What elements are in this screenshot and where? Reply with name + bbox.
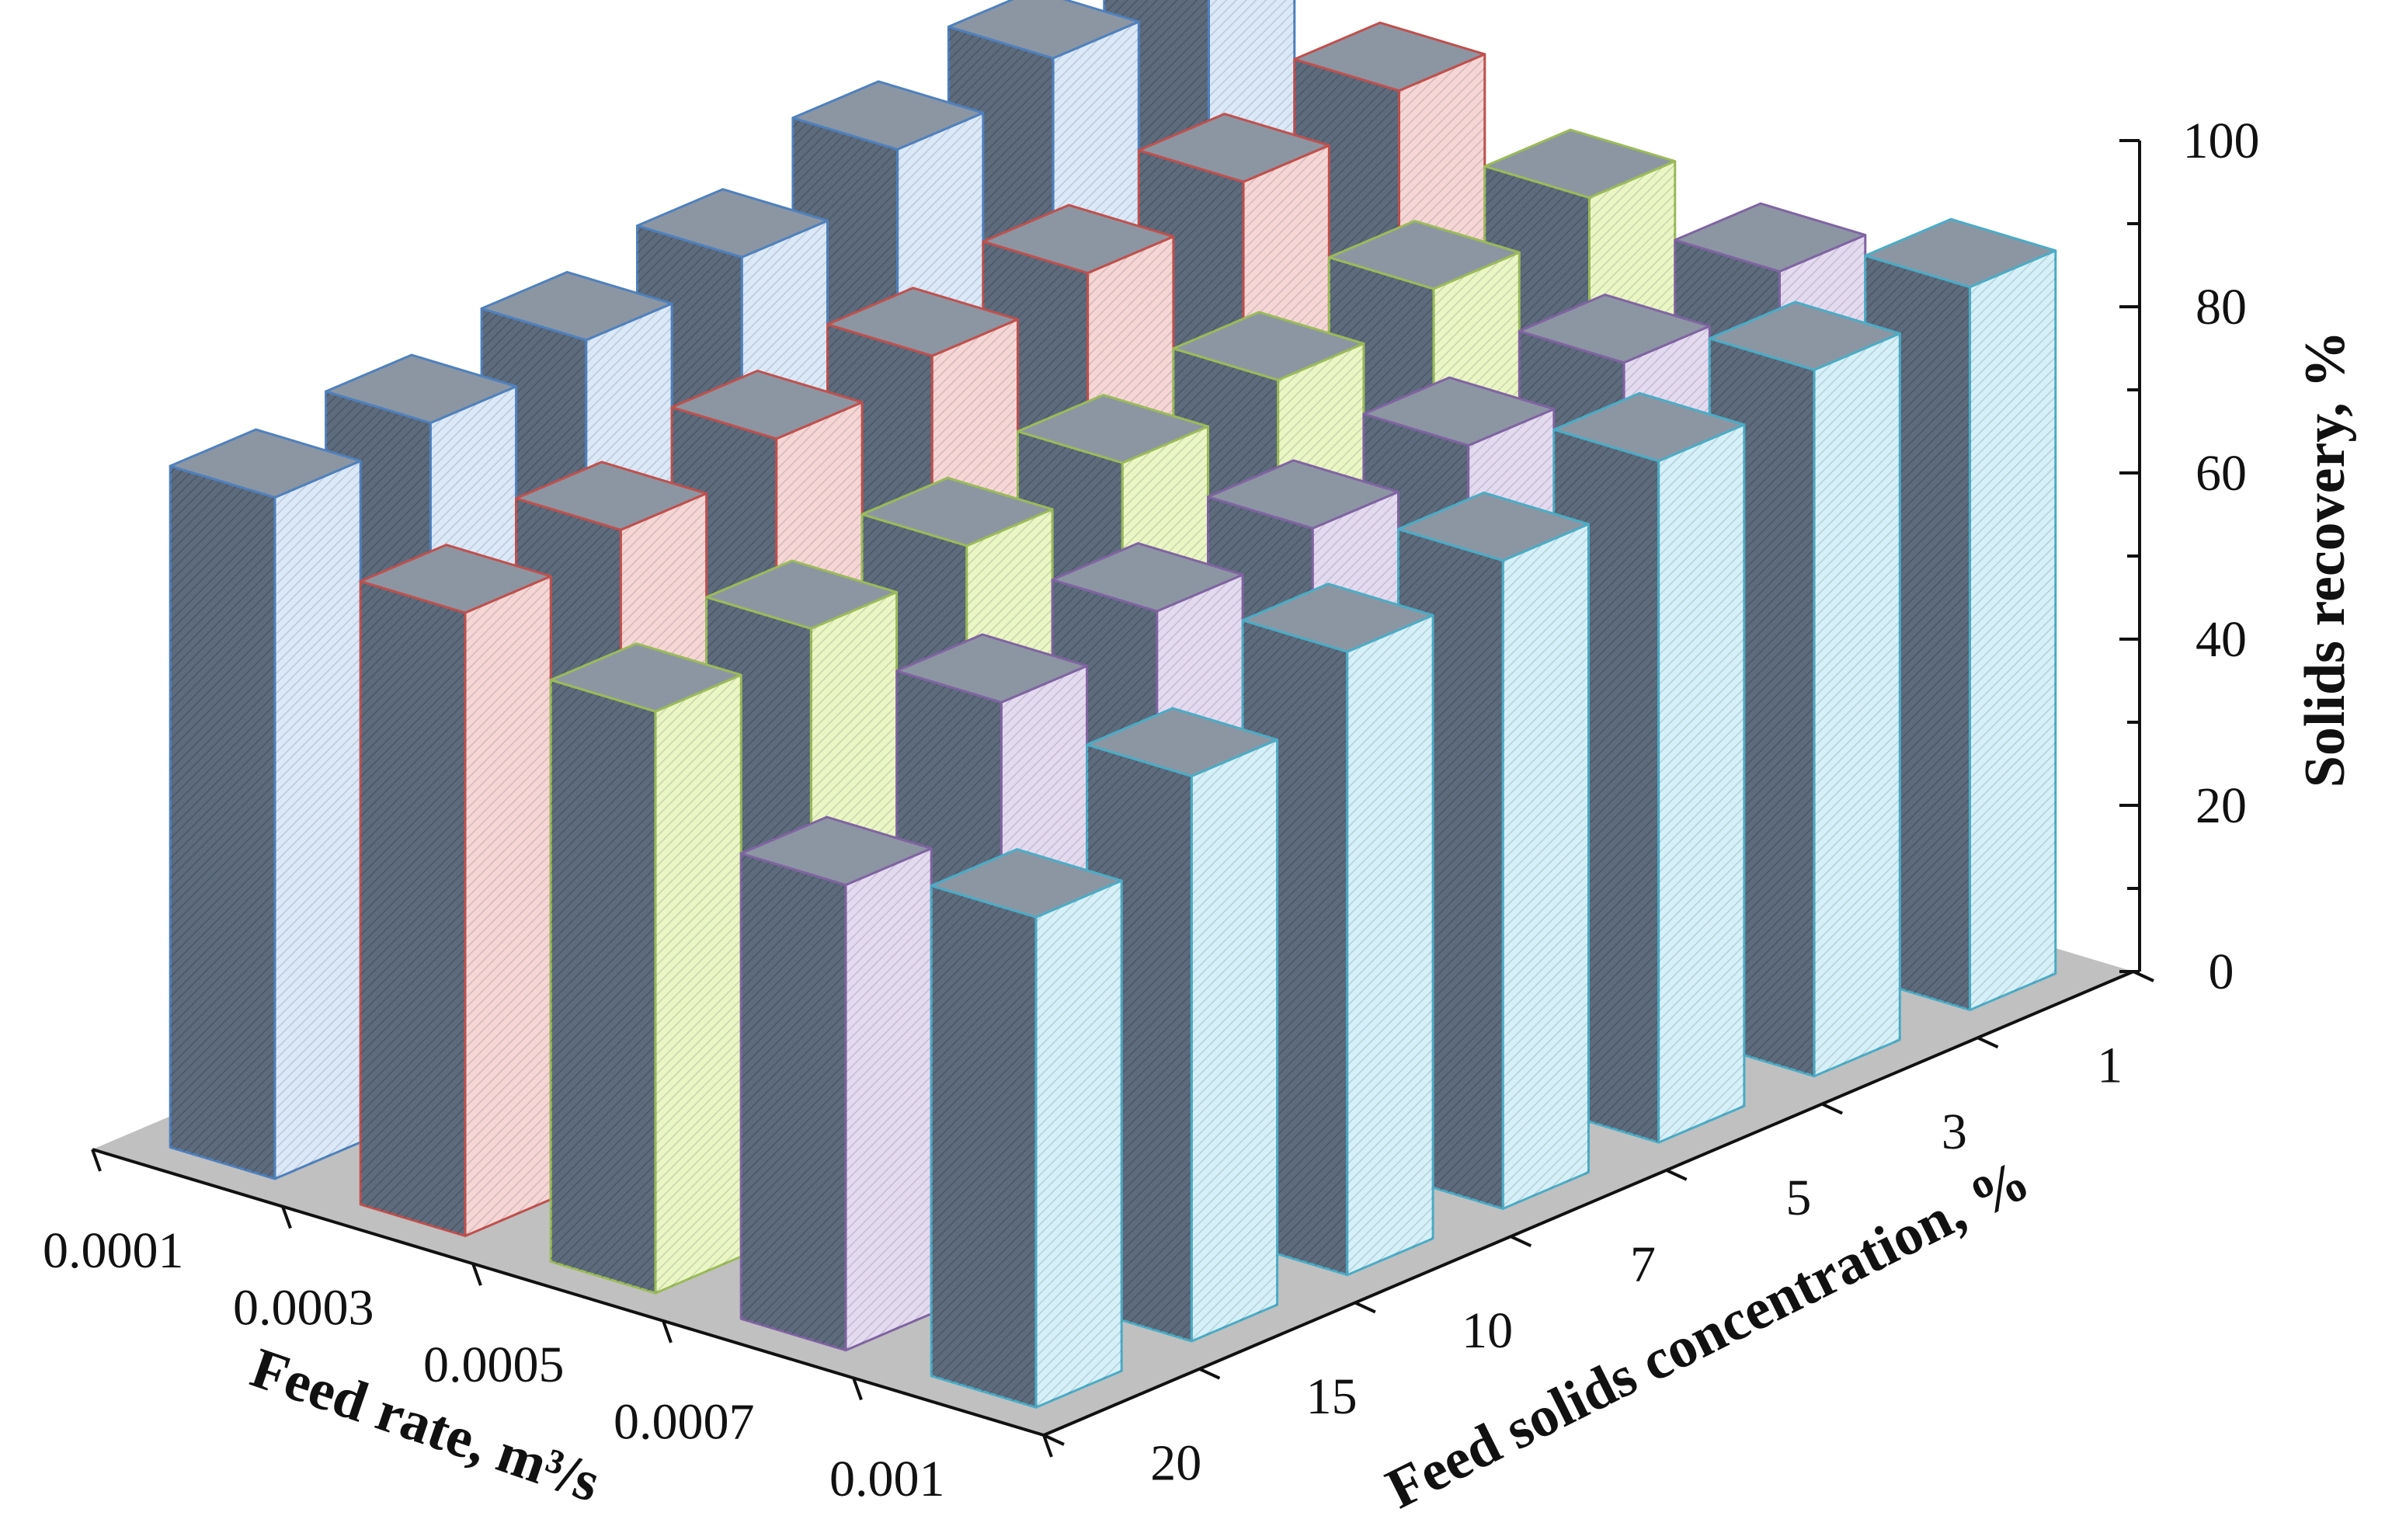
y-tick	[1354, 1301, 1376, 1314]
bar-top-face	[1293, 21, 1486, 92]
x-tick-label: 0.0005	[423, 1337, 565, 1393]
bar-side-hatch	[1503, 523, 1589, 1209]
x-tick-label: 0.0007	[614, 1394, 755, 1451]
bar-top-face	[1362, 376, 1556, 447]
x-tick	[471, 1263, 482, 1286]
y-tick	[1510, 1235, 1532, 1247]
x-axis-line	[92, 1148, 1045, 1437]
bar-top-face	[860, 476, 1054, 548]
y-tick-label: 10	[1462, 1302, 1513, 1359]
bar-0.0007-20	[739, 815, 933, 1352]
z-tick-label: 40	[2196, 611, 2247, 668]
bar-top-face	[636, 188, 829, 259]
bar-top-face	[705, 559, 899, 630]
y-tick	[1043, 1434, 1065, 1446]
z-tick-label: 80	[2196, 279, 2247, 335]
y-axis-line	[1043, 970, 2134, 1437]
x-tick	[852, 1377, 863, 1401]
z-tick-label: 60	[2196, 445, 2247, 502]
bar-top-face	[791, 80, 985, 151]
z-tick-label: 0	[2209, 944, 2234, 1000]
bar-front-hatch	[170, 466, 275, 1179]
bar-top-face	[325, 353, 518, 424]
bar-top-face	[515, 461, 708, 531]
y-tick-label: 7	[1630, 1236, 1656, 1293]
x-tick	[91, 1149, 102, 1172]
x-tick-label: 0.0001	[43, 1222, 184, 1279]
bar-top-face	[1518, 294, 1711, 364]
bar-side-hatch	[1814, 333, 1900, 1076]
x-tick-label: 0.001	[829, 1451, 945, 1507]
bar-top-face	[895, 633, 1089, 704]
bar-top-face	[480, 270, 673, 342]
bar-side-hatch	[275, 461, 361, 1179]
bar-top-face	[1864, 217, 2057, 289]
bar-side-hatch	[1658, 424, 1744, 1143]
x-tick-label: 0.0003	[233, 1279, 374, 1336]
bar-top-face	[1172, 311, 1365, 381]
bar-front-hatch	[551, 680, 655, 1294]
bar-top-face	[169, 428, 362, 499]
bar-top-face	[1241, 582, 1434, 653]
y-tick	[1665, 1169, 1688, 1181]
axes	[91, 139, 2154, 1458]
bar-side-hatch	[846, 848, 932, 1351]
bar-side-hatch	[1036, 881, 1122, 1408]
bar-top-face	[1708, 301, 1901, 371]
y-tick-label: 1	[2097, 1038, 2123, 1094]
bar-top-face	[1051, 542, 1244, 613]
bars	[169, 0, 2057, 1409]
bar-side-hatch	[465, 576, 551, 1236]
bar-top-face	[1327, 220, 1521, 290]
bar-top-face	[1483, 128, 1677, 199]
bar-top-face	[739, 815, 933, 886]
bar-side-hatch	[1347, 615, 1434, 1275]
y-tick	[1821, 1102, 1843, 1115]
bar-0.0001-20	[169, 428, 362, 1180]
bar-top-face	[1674, 202, 1867, 273]
bar-front-hatch	[931, 885, 1036, 1408]
bar-top-face	[670, 370, 864, 440]
y-tick-label: 3	[1942, 1104, 1967, 1160]
y-tick-label: 5	[1785, 1170, 1811, 1226]
bar-top-face	[1137, 113, 1330, 183]
x-tick	[1042, 1434, 1053, 1458]
z-axis-title: Solids recovery, %	[2293, 331, 2357, 788]
tick-labels: 0.0001 0.0003 0.0005 0.0007 0.001 1 3 5 7 10 15 20 0…	[43, 113, 2260, 1507]
bar-top-face	[359, 544, 552, 614]
bar-front-hatch	[741, 853, 846, 1351]
y-tick	[1198, 1367, 1221, 1380]
bar-top-face	[982, 203, 1175, 274]
bar-top-face	[1397, 491, 1590, 562]
bar-top-face	[1086, 707, 1279, 777]
x-tick	[281, 1205, 292, 1229]
bar-side-hatch	[655, 675, 742, 1294]
bar-0.0003-20	[359, 544, 552, 1237]
bar-top-face	[1207, 459, 1399, 530]
bar-side-hatch	[1191, 739, 1278, 1341]
bar-top-face	[947, 0, 1140, 60]
bar-top-face	[549, 642, 742, 713]
z-tick-label: 20	[2196, 777, 2247, 834]
bar-top-face	[1017, 394, 1209, 464]
bar-0.0005-20	[549, 642, 742, 1295]
bar-front-hatch	[360, 581, 465, 1236]
x-tick	[662, 1320, 673, 1344]
bar-0.001-20	[930, 848, 1123, 1409]
bar-top-face	[826, 287, 1019, 357]
y-tick	[1976, 1036, 1999, 1049]
y-tick-label: 20	[1150, 1434, 1201, 1491]
z-tick-label: 100	[2183, 113, 2260, 169]
bar-top-face	[930, 848, 1123, 919]
y-tick-label: 15	[1306, 1368, 1358, 1425]
bar-side-hatch	[1970, 250, 2056, 1010]
bar-top-face	[1552, 391, 1746, 463]
